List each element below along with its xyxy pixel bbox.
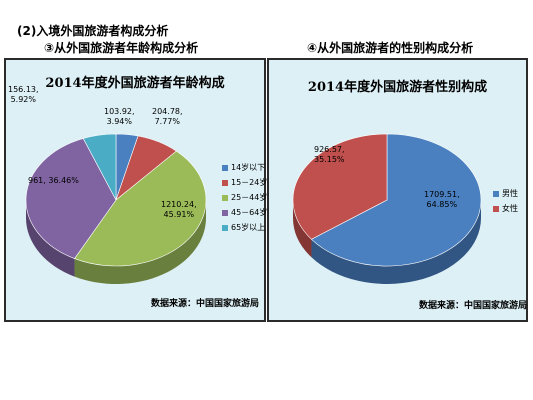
gender-chart-title: 2014年度外国旅游者性别构成: [307, 80, 488, 95]
age-slice-2: [74, 150, 207, 267]
gender-slice-0: [310, 133, 482, 267]
pie-label-male: 1709.51, 64.85%: [424, 190, 460, 209]
legend-swatch: [493, 205, 499, 212]
legend-item: 14岁以下: [222, 160, 267, 175]
pie-label-age-65plus: 156.13, 5.92%: [8, 85, 39, 104]
legend-swatch: [222, 179, 228, 186]
age-pie-chart: [25, 133, 207, 284]
pie-label-female: 926.57, 35.15%: [314, 145, 345, 164]
legend-swatch: [222, 209, 228, 216]
age-chart-title: 2014年度外国旅游者年龄构成: [45, 76, 225, 91]
age-slice-side-2: [74, 200, 207, 284]
age-chart-panel: 2014年度外国旅游者年龄构成 156.13, 5.92% 103.92, 3.94…: [4, 58, 267, 322]
legend-swatch: [222, 194, 228, 201]
gender-data-source: 数据来源：中国国家旅游局: [419, 301, 528, 311]
gender-slice-1: [292, 133, 388, 240]
gender-pie-chart: [292, 133, 482, 284]
legend-item: 25－44岁: [222, 190, 267, 205]
legend-item: 65岁以上: [222, 220, 267, 235]
legend-item: 15－24岁: [222, 175, 267, 190]
age-legend: 14岁以下 15－24岁 25－44岁 45－64岁 65岁以上: [222, 160, 267, 235]
age-slice-4: [82, 133, 117, 201]
age-slice-3: [25, 138, 117, 259]
age-heading: ③从外国旅游者年龄构成分析: [44, 41, 199, 55]
pie-label-age-15-24: 204.78, 7.77%: [152, 107, 183, 126]
gender-heading: ④从外国旅游者的性别构成分析: [307, 41, 474, 55]
pie-label-age-45-64: 961, 36.46%: [28, 176, 79, 185]
pie-label-age-25-44: 1210.24, 45.91%: [161, 200, 197, 219]
legend-swatch: [222, 224, 228, 231]
legend-swatch: [222, 164, 228, 171]
legend-item: 45－64岁: [222, 205, 267, 220]
section-heading: (2)入境外国旅游者构成分析: [17, 24, 169, 38]
legend-item: 男性: [493, 186, 518, 201]
gender-legend: 男性 女性: [493, 186, 518, 216]
gender-slice-side-0: [311, 200, 481, 284]
gender-chart-panel: 2014年度外国旅游者性别构成 926.57, 35.15% 1709.51, 64…: [267, 58, 528, 322]
pie-label-age-under14: 103.92, 3.94%: [104, 107, 135, 126]
age-slice-side-3: [26, 200, 75, 277]
legend-swatch: [493, 190, 499, 197]
legend-item: 女性: [493, 201, 518, 216]
age-data-source: 数据来源：中国国家旅游局: [151, 299, 260, 309]
